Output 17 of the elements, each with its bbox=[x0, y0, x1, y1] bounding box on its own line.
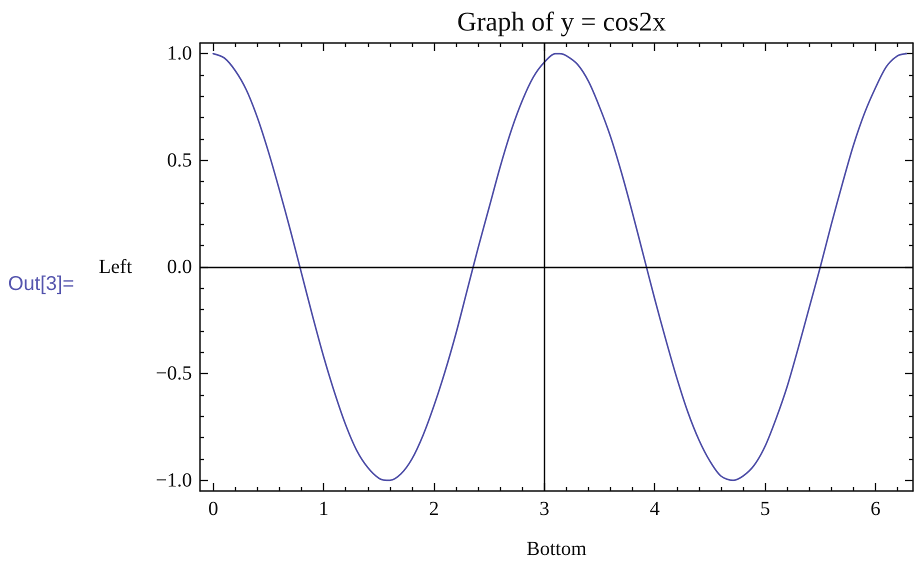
y-tick-label: −0.5 bbox=[156, 362, 192, 385]
x-tick-label: 4 bbox=[650, 498, 660, 520]
x-tick-label: 2 bbox=[428, 498, 439, 520]
x-tick-label: 1 bbox=[318, 498, 329, 520]
y-axis-title: Left bbox=[98, 256, 132, 278]
text: Out[3]= bbox=[8, 273, 74, 295]
y-tick-label: 1.0 bbox=[167, 42, 192, 65]
y-tick-label: −1.0 bbox=[156, 469, 192, 492]
y-tick-label: 0.5 bbox=[167, 149, 192, 172]
line-series bbox=[212, 52, 908, 482]
y-tick-label: 0.0 bbox=[167, 256, 192, 278]
x-axis-title: Bottom bbox=[526, 538, 587, 560]
x-tick-label: 6 bbox=[870, 498, 880, 520]
x-tick-label: 5 bbox=[760, 498, 770, 520]
x-tick-label: 0 bbox=[208, 498, 218, 520]
chart-title: Graph of y = cos2x bbox=[457, 6, 666, 36]
x-tick-label: 3 bbox=[539, 498, 550, 520]
